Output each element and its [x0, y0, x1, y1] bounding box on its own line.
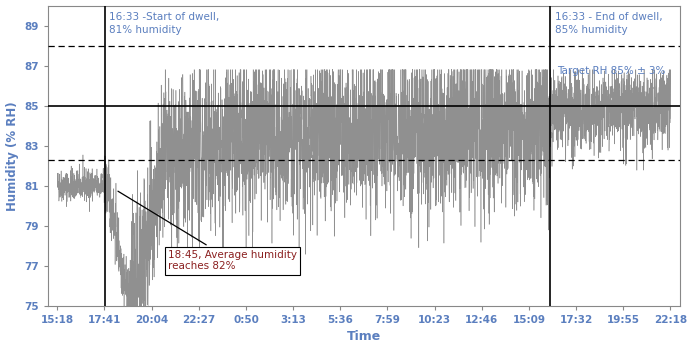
Text: 18:45, Average humidity
reaches 82%: 18:45, Average humidity reaches 82% — [118, 191, 297, 272]
X-axis label: Time: Time — [347, 331, 381, 343]
Y-axis label: Humidity (% RH): Humidity (% RH) — [6, 101, 19, 210]
Text: 16:33 -Start of dwell,
81% humidity: 16:33 -Start of dwell, 81% humidity — [109, 12, 219, 35]
Text: Target RH 85% ± 3%: Target RH 85% ± 3% — [557, 66, 666, 76]
Text: 16:33 - End of dwell,
85% humidity: 16:33 - End of dwell, 85% humidity — [555, 12, 663, 35]
